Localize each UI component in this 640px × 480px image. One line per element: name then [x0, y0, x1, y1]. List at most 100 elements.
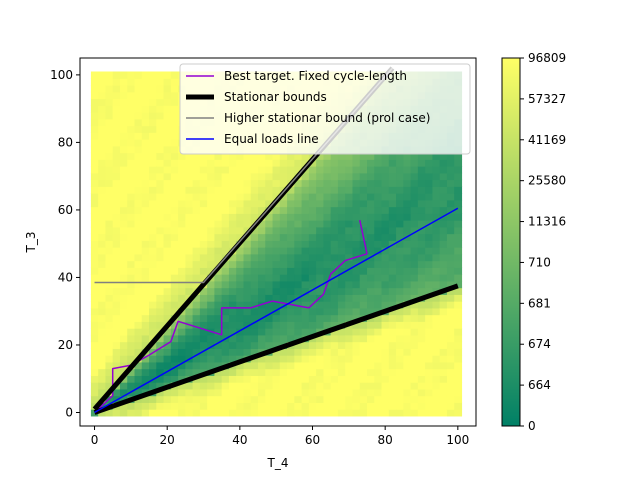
- heatmap-cell: [308, 348, 317, 356]
- heatmap-cell: [192, 179, 201, 187]
- heatmap-cell: [272, 341, 281, 349]
- heatmap-cell: [250, 307, 259, 316]
- colorbar-bar: [501, 57, 521, 427]
- heatmap-cell: [367, 186, 375, 194]
- heatmap-cell: [258, 307, 266, 316]
- heatmap-cell: [381, 179, 390, 187]
- heatmap-cell: [185, 314, 194, 322]
- heatmap-cell: [170, 388, 179, 397]
- heatmap-cell: [250, 334, 259, 343]
- heatmap-cell: [170, 159, 179, 167]
- heatmap-cell: [345, 260, 354, 268]
- heatmap-cell: [90, 355, 99, 363]
- heatmap-cell: [265, 186, 274, 194]
- heatmap-cell: [149, 199, 157, 208]
- heatmap-cell: [134, 348, 143, 356]
- heatmap-cell: [439, 388, 448, 397]
- heatmap-cell: [316, 172, 325, 181]
- heatmap-cell: [417, 247, 426, 255]
- heatmap-cell: [141, 368, 150, 376]
- heatmap-cell: [410, 368, 419, 376]
- heatmap-cell: [345, 382, 354, 390]
- heatmap-cell: [272, 186, 281, 194]
- heatmap-cell: [214, 199, 223, 208]
- heatmap-cell: [105, 240, 114, 248]
- heatmap-cell: [127, 172, 136, 181]
- heatmap-cell: [228, 186, 237, 194]
- y-tick-label: 0: [65, 405, 73, 419]
- heatmap-cell: [207, 233, 216, 241]
- heatmap-cell: [98, 368, 107, 376]
- heatmap-cell: [272, 233, 281, 241]
- heatmap-cell: [417, 348, 426, 356]
- heatmap-cell: [258, 233, 266, 241]
- heatmap-cell: [185, 274, 194, 282]
- heatmap-cell: [156, 348, 165, 356]
- heatmap-cell: [163, 402, 172, 410]
- heatmap-cell: [207, 301, 216, 309]
- heatmap-cell: [272, 267, 281, 275]
- heatmap-cell: [337, 361, 346, 370]
- heatmap-cell: [149, 274, 157, 282]
- heatmap-cell: [163, 301, 172, 309]
- heatmap-cell: [127, 152, 136, 160]
- heatmap-cell: [454, 260, 463, 268]
- heatmap-cell: [316, 395, 325, 403]
- heatmap-cell: [287, 334, 295, 343]
- heatmap-cell: [316, 152, 325, 160]
- heatmap-cell: [207, 280, 216, 289]
- heatmap-cell: [359, 409, 368, 417]
- heatmap-cell: [112, 105, 121, 113]
- heatmap-cell: [337, 220, 346, 228]
- heatmap-cell: [301, 152, 310, 160]
- heatmap-cell: [258, 409, 266, 417]
- heatmap-cell: [90, 274, 99, 282]
- heatmap-cell: [345, 233, 354, 241]
- heatmap-cell: [185, 152, 194, 160]
- heatmap-cell: [134, 125, 143, 133]
- heatmap-cell: [228, 172, 237, 181]
- heatmap-cell: [207, 260, 216, 268]
- heatmap-cell: [374, 375, 383, 383]
- heatmap-cell: [359, 334, 368, 343]
- heatmap-cell: [403, 253, 412, 262]
- heatmap-cell: [141, 91, 150, 100]
- heatmap-cell: [323, 159, 332, 167]
- heatmap-cell: [228, 388, 237, 397]
- heatmap-cell: [446, 328, 455, 336]
- heatmap-cell: [439, 199, 448, 208]
- heatmap-cell: [207, 388, 216, 397]
- legend-label: Higher stationar bound (prol case): [224, 111, 430, 125]
- heatmap-cell: [228, 179, 237, 187]
- heatmap-cell: [163, 274, 172, 282]
- heatmap-cell: [185, 260, 194, 268]
- heatmap-cell: [403, 348, 412, 356]
- heatmap-cell: [105, 382, 114, 390]
- heatmap-cell: [446, 294, 455, 302]
- heatmap-cell: [163, 132, 172, 140]
- heatmap-cell: [432, 172, 441, 181]
- heatmap-cell: [439, 159, 448, 167]
- heatmap-cell: [417, 287, 426, 295]
- heatmap-cell: [250, 172, 259, 181]
- heatmap-cell: [134, 409, 143, 417]
- heatmap-cell: [265, 294, 274, 302]
- heatmap-cell: [265, 166, 274, 174]
- heatmap-cell: [272, 172, 281, 181]
- heatmap-cell: [178, 341, 186, 349]
- heatmap-cell: [301, 186, 310, 194]
- heatmap-cell: [149, 179, 157, 187]
- heatmap-cell: [258, 253, 266, 262]
- heatmap-cell: [112, 375, 121, 383]
- heatmap-cell: [214, 213, 223, 221]
- heatmap-cell: [149, 226, 157, 235]
- heatmap-cell: [119, 105, 128, 113]
- heatmap-cell: [112, 267, 121, 275]
- heatmap-cell: [359, 382, 368, 390]
- heatmap-cell: [207, 402, 216, 410]
- heatmap-cell: [185, 267, 194, 275]
- heatmap-cell: [134, 267, 143, 275]
- heatmap-cell: [439, 280, 448, 289]
- heatmap-cell: [250, 409, 259, 417]
- heatmap-cell: [178, 388, 186, 397]
